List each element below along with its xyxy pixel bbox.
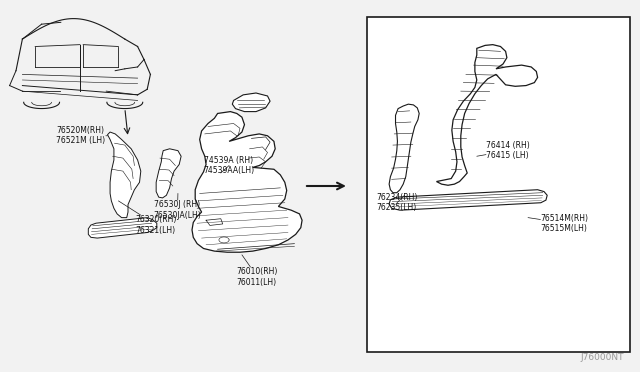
Text: J76000NT: J76000NT <box>580 353 624 362</box>
Text: 76234(RH)
76235(LH): 76234(RH) 76235(LH) <box>376 193 418 212</box>
Text: 76010(RH)
76011(LH): 76010(RH) 76011(LH) <box>237 255 278 287</box>
Polygon shape <box>108 132 141 218</box>
Text: 76414 (RH)
76415 (LH): 76414 (RH) 76415 (LH) <box>477 141 530 160</box>
Text: 76514M(RH)
76515M(LH): 76514M(RH) 76515M(LH) <box>528 214 589 233</box>
Polygon shape <box>156 149 181 198</box>
Text: 76520M(RH)
76521M (LH): 76520M(RH) 76521M (LH) <box>56 126 108 145</box>
Polygon shape <box>389 104 419 193</box>
Text: 76320(RH)
76321(LH): 76320(RH) 76321(LH) <box>118 201 177 235</box>
Polygon shape <box>88 218 157 238</box>
Text: 74539A (RH)
74539AA(LH): 74539A (RH) 74539AA(LH) <box>204 156 255 175</box>
Bar <box>367 17 630 352</box>
Text: 76530J (RH)
76530JA(LH): 76530J (RH) 76530JA(LH) <box>154 193 202 220</box>
Polygon shape <box>192 112 302 252</box>
Polygon shape <box>436 45 538 185</box>
Polygon shape <box>389 190 547 210</box>
Polygon shape <box>232 93 270 112</box>
